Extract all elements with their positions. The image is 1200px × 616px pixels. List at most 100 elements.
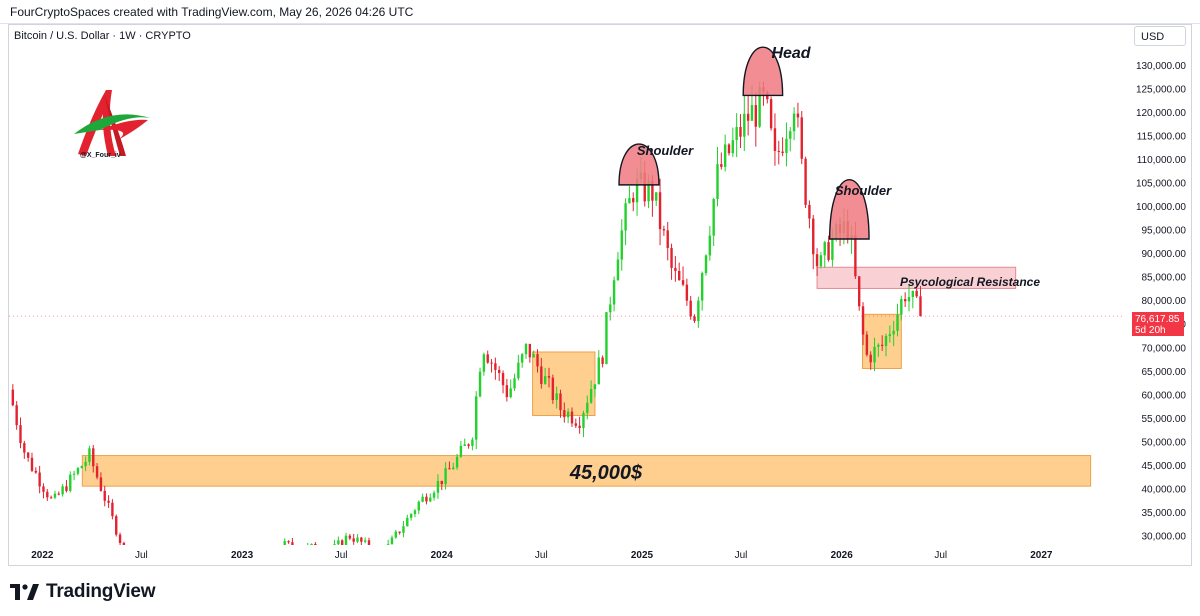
candle-body <box>903 299 907 302</box>
candle <box>211 590 213 593</box>
symbol-title: Bitcoin / U.S. Dollar · 1W · CRYPTO <box>14 30 191 42</box>
candle-body <box>238 591 240 592</box>
candle <box>559 389 562 418</box>
candle-body <box>322 552 324 553</box>
zone-resistance <box>816 266 1017 289</box>
y-tick-label: 120,000.00 <box>1136 108 1186 119</box>
dome-left-shoulder <box>618 143 660 186</box>
dome-right-shoulder <box>828 179 870 240</box>
candle <box>865 331 869 357</box>
candle-body <box>858 276 861 307</box>
candle-body <box>731 140 735 154</box>
candle-body <box>88 448 91 462</box>
candle <box>520 352 524 368</box>
candle <box>19 417 22 449</box>
candle-body <box>46 491 49 498</box>
candle <box>555 386 558 409</box>
candle-body <box>716 164 719 200</box>
candle-body <box>723 144 727 167</box>
candle <box>880 335 884 351</box>
candle-body <box>559 393 562 411</box>
candle <box>402 520 405 538</box>
candle <box>873 337 876 371</box>
candle-body <box>203 590 205 592</box>
currency-selector[interactable]: USD <box>1134 26 1186 46</box>
candle <box>566 408 570 424</box>
candle-body <box>386 544 390 545</box>
left-shoulder-label: Shoulder <box>637 143 694 158</box>
candle <box>326 550 328 557</box>
candle <box>769 96 773 131</box>
candle <box>919 286 922 317</box>
candle <box>257 582 259 587</box>
candle <box>524 343 528 359</box>
candle <box>800 110 803 165</box>
candle <box>700 271 704 311</box>
candle-body <box>674 267 677 271</box>
tradingview-footer[interactable]: TradingView <box>10 580 156 604</box>
candle <box>268 564 270 569</box>
candle-body <box>99 477 103 491</box>
candle <box>455 453 459 470</box>
candle-body <box>436 480 440 493</box>
candle <box>115 514 118 537</box>
candle <box>467 443 470 449</box>
candle-body <box>743 113 746 137</box>
candle-body <box>827 242 830 260</box>
candle-body <box>831 238 834 260</box>
candle-body <box>417 501 420 511</box>
candle-body <box>11 389 15 406</box>
candle-body <box>781 151 784 154</box>
candle-body <box>211 591 213 592</box>
candle-body <box>605 312 608 364</box>
candle <box>781 137 784 157</box>
candle-body <box>808 204 811 219</box>
candle <box>283 538 286 545</box>
candle-body <box>333 544 336 545</box>
candle-body <box>658 192 662 230</box>
candle-body <box>540 366 543 384</box>
candle <box>689 295 692 320</box>
candle <box>858 276 861 311</box>
candle-body <box>689 300 692 317</box>
candle <box>609 296 612 321</box>
candle-body <box>337 540 340 545</box>
candle-body <box>76 468 80 474</box>
candle-body <box>329 550 331 551</box>
candle <box>299 547 301 552</box>
candle-body <box>498 369 501 374</box>
candle <box>551 374 555 404</box>
y-tick-label: 40,000.00 <box>1142 485 1187 496</box>
y-tick-label: 35,000.00 <box>1142 508 1187 519</box>
candle-body <box>884 335 888 346</box>
candle <box>199 588 201 594</box>
candle <box>107 495 110 508</box>
tradingview-logo-icon <box>10 584 39 600</box>
candle <box>436 474 440 499</box>
candle <box>409 513 413 521</box>
zones-layer <box>81 266 1092 487</box>
candle <box>161 581 163 589</box>
y-tick-label: 130,000.00 <box>1136 61 1186 72</box>
candle-body <box>697 300 700 322</box>
head-label: Head <box>771 45 811 62</box>
candle-body <box>268 565 270 569</box>
candle-body <box>272 556 274 565</box>
candle <box>245 592 247 595</box>
candle <box>69 471 72 493</box>
candle <box>84 456 87 472</box>
candle-body <box>241 591 243 595</box>
candle <box>307 542 309 545</box>
candle-body <box>172 586 174 588</box>
candle-body <box>655 192 658 201</box>
x-tick-label: 2025 <box>631 550 654 561</box>
candle-body <box>873 346 876 363</box>
candle-body <box>758 87 761 127</box>
candle <box>482 352 486 376</box>
candle-body <box>574 423 578 426</box>
candle <box>681 266 685 287</box>
candle <box>276 555 278 559</box>
candle <box>563 402 566 423</box>
candle <box>176 588 178 590</box>
